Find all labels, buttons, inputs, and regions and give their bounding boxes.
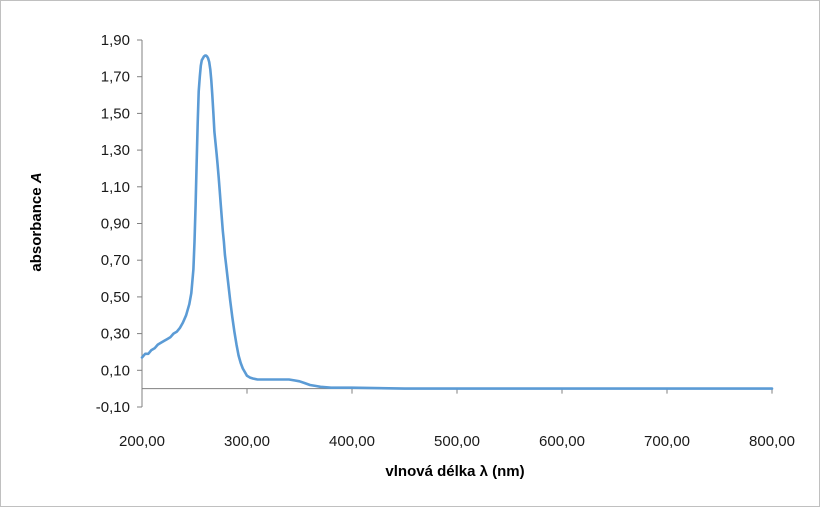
y-tick-label: -0,10 xyxy=(96,399,130,416)
y-tick-label: 0,30 xyxy=(101,326,130,343)
y-tick-label: 0,50 xyxy=(101,289,130,306)
y-tick-label: 0,90 xyxy=(101,216,130,233)
y-tick-label: 0,10 xyxy=(101,362,130,379)
x-tick-label: 500,00 xyxy=(434,433,480,450)
y-tick-label: 1,70 xyxy=(101,69,130,86)
x-tick-label: 600,00 xyxy=(539,433,585,450)
y-axis-title-text: absorbance xyxy=(28,183,45,271)
absorbance-series-line xyxy=(140,54,774,390)
y-tick-label: 1,90 xyxy=(101,32,130,49)
x-tick-label: 700,00 xyxy=(644,433,690,450)
y-tick-label: 1,30 xyxy=(101,142,130,159)
y-tick-label: 0,70 xyxy=(101,252,130,269)
y-axis-title: absorbance A xyxy=(28,172,45,271)
y-tick-label: 1,10 xyxy=(101,179,130,196)
x-tick-label: 200,00 xyxy=(119,433,165,450)
x-axis-title: vlnová délka λ (nm) xyxy=(385,463,524,480)
x-tick-label: 800,00 xyxy=(749,433,795,450)
y-tick-group: -0,10 0,10 0,30 0,50 0,70 0,90 1,10 1,30 1,50 1,7… xyxy=(96,32,142,416)
y-axis-title-symbol: A xyxy=(28,172,45,184)
x-tick-group: 200,00 300,00 400,00 500,00 600,00 700,00 800,… xyxy=(119,388,795,450)
x-tick-label: 400,00 xyxy=(329,433,375,450)
x-tick-label: 300,00 xyxy=(224,433,270,450)
y-tick-label: 1,50 xyxy=(101,105,130,122)
